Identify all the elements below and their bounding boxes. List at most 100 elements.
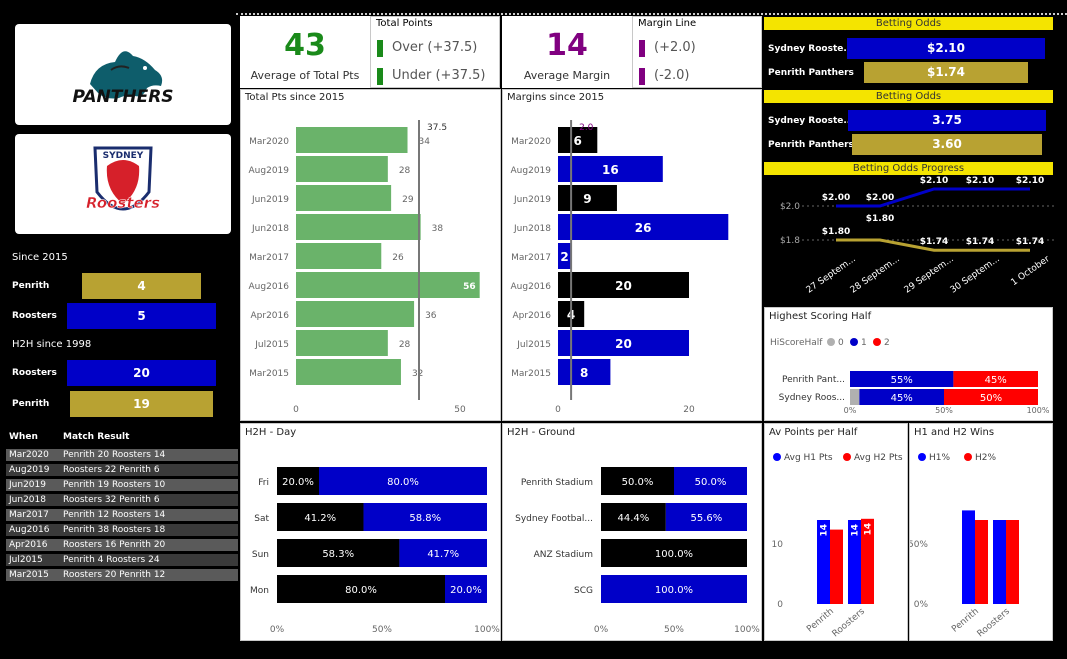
total-pts-category-label: Jun2019 — [251, 195, 289, 205]
h1h2-wins-panel: H1 and H2 Wins H1%H2%0%50%PenrithRooster… — [909, 423, 1053, 641]
row-result: Roosters 16 Penrith 20 — [63, 540, 166, 550]
wins-y-tick: 0% — [914, 600, 929, 610]
highest-half-chart: HiScoreHalf 0 1 2 Penrith Pant... 55% 45% Sydne… — [770, 338, 1050, 415]
total-pts-bar — [296, 185, 392, 211]
total-pts-bar — [296, 301, 415, 327]
margins-chart: Mar2020 6 Aug2019 16 Jun2019 9 Jun2018 26 Mar201… — [511, 120, 729, 415]
total-pts-bar — [296, 243, 382, 269]
margins-bar — [558, 185, 617, 211]
row-when: Mar2015 — [9, 570, 49, 580]
margins-value-label: 16 — [602, 163, 619, 177]
day-bar-segment — [399, 539, 487, 567]
day-bar-segment — [363, 503, 487, 531]
odds-x-tick: 1 October — [1009, 254, 1052, 288]
over-marker — [377, 40, 383, 57]
total-pts-value-label: 34 — [419, 137, 431, 147]
ground-category-label: SCG — [574, 586, 593, 596]
total-points-panel: Total Points Over (+37.5) Under (+37.5) — [370, 16, 500, 88]
ground-segment-label: 100.0% — [655, 549, 693, 560]
avpts-legend-dot — [773, 453, 781, 461]
betting-1-bar-1: $2.10 — [847, 38, 1045, 59]
day-category-label: Fri — [258, 478, 269, 488]
kpi-margin-panel: 14 Average Margin — [502, 16, 632, 88]
row-result: Roosters 22 Penrith 6 — [63, 465, 160, 475]
odds-data-label: $1.74 — [966, 237, 994, 247]
row-result: Penrith 19 Roosters 10 — [63, 480, 166, 490]
row-when: Jun2018 — [9, 495, 46, 505]
ground-bar-segment — [601, 575, 747, 603]
odds-data-label: $1.80 — [822, 227, 850, 237]
day-segment-label: 58.8% — [409, 513, 441, 524]
day-category-label: Sat — [254, 514, 269, 524]
total-pts-value-label: 26 — [392, 253, 404, 263]
day-segment-label: 20.0% — [282, 477, 314, 488]
since-2015-team-1: Penrith — [12, 281, 50, 291]
odds-data-label: $2.10 — [966, 176, 994, 186]
day-x-tick: 50% — [372, 625, 392, 635]
match-table: When Match Result Mar2020 Penrith 20 Roos… — [0, 428, 240, 581]
wins-legend-dot — [918, 453, 926, 461]
total-pts-bar — [296, 359, 401, 385]
hihalf-segment-label: 45% — [891, 393, 913, 404]
total-pts-category-label: Aug2019 — [249, 166, 290, 176]
odds-series-line — [836, 238, 1030, 252]
betting-1-team-1: Sydney Rooste... — [768, 44, 854, 54]
row-result: Penrith 20 Roosters 14 — [63, 450, 166, 460]
ground-segment-label: 55.6% — [691, 513, 723, 524]
total-pts-bar — [296, 214, 421, 240]
av-points-title: Av Points per Half — [769, 427, 858, 438]
betting-2-team-1: Sydney Rooste... — [768, 116, 854, 126]
day-segment-label: 80.0% — [345, 585, 377, 596]
row-when: Jun2019 — [9, 480, 46, 490]
hihalf-bar-segment — [850, 389, 860, 405]
day-bar-segment — [277, 539, 400, 567]
wins-legend-label: H2% — [975, 453, 996, 463]
since-2015-label: Since 2015 — [12, 252, 68, 263]
row-when: Mar2020 — [9, 450, 49, 460]
odds-data-label: $2.10 — [1016, 176, 1044, 186]
margins-bar — [558, 156, 663, 182]
margins-category-label: Mar2015 — [511, 369, 551, 379]
total-pts-value-label: 56 — [463, 282, 476, 292]
wins-bar — [975, 520, 988, 604]
margins-bar — [558, 272, 689, 298]
total-pts-value-label: 28 — [399, 166, 411, 176]
avpts-bar — [848, 520, 861, 604]
margins-category-label: Jun2019 — [513, 195, 551, 205]
margins-value-label: 20 — [615, 337, 632, 351]
kpi-margin-value: 14 — [546, 28, 588, 63]
total-pts-x-tick: 50 — [454, 405, 466, 415]
total-pts-value-label: 38 — [432, 224, 444, 234]
hihalf-category-label: Sydney Roos... — [779, 393, 845, 403]
hihalf-x-tick: 50% — [935, 406, 953, 415]
total-pts-chart-panel: Total Pts since 2015 Mar2020 34 Aug2019 28 J… — [240, 89, 501, 421]
margins-chart-panel: Margins since 2015 Mar2020 6 Aug2019 16 Jun2… — [502, 89, 762, 421]
day-segment-label: 20.0% — [450, 585, 482, 596]
total-pts-category-label: Mar2020 — [249, 137, 289, 147]
margins-category-label: Mar2017 — [511, 253, 551, 263]
avpts-y-tick: 10 — [772, 540, 784, 550]
hihalf-legend-label: 0 — [838, 338, 844, 348]
wins-x-tick: Roosters — [976, 606, 1013, 639]
kpi-total-panel: 43 Average of Total Pts — [240, 16, 370, 88]
since-2015-bar-2: 5 — [67, 303, 216, 329]
rooster-logo-icon: SYDNEY Roosters — [86, 146, 160, 212]
table-header: When Match Result — [6, 431, 238, 443]
ground-segment-label: 50.0% — [622, 477, 654, 488]
day-bar-segment — [445, 575, 487, 603]
margins-value-label: 2 — [560, 250, 568, 264]
total-pts-value-label: 32 — [412, 369, 423, 379]
kpi-margin-label: Average Margin — [523, 69, 611, 82]
table-row: Jul2015 Penrith 4 Roosters 24 — [6, 554, 238, 566]
since-2015-team-2: Roosters — [12, 311, 57, 321]
ground-segment-label: 44.4% — [618, 513, 650, 524]
hihalf-segment-label: 55% — [891, 375, 913, 386]
row-when: Aug2019 — [9, 465, 50, 475]
total-pts-value-label: 36 — [425, 311, 437, 321]
total-pts-category-label: Mar2015 — [249, 369, 289, 379]
table-row: Aug2016 Penrith 38 Roosters 18 — [6, 524, 238, 536]
betting-odds-2-header: Betting Odds — [764, 90, 1053, 103]
hihalf-legend-dot — [873, 338, 881, 346]
